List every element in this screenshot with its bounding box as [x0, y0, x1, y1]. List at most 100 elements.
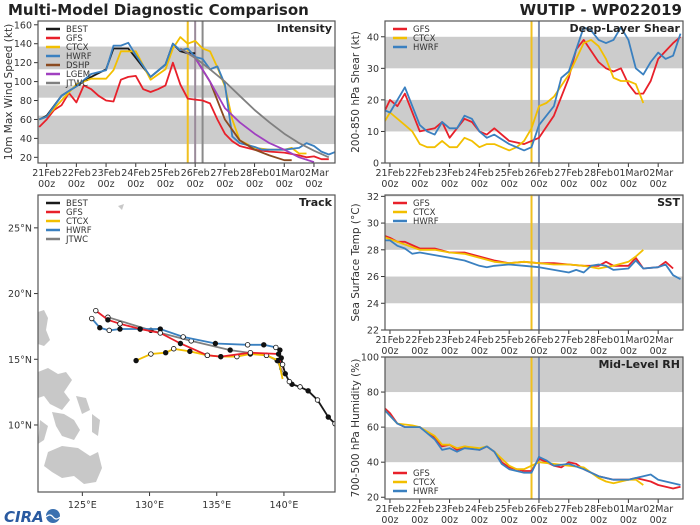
chart-deep-layer-shear: 01020304021Feb00z22Feb00z23Feb00z24Feb00…	[350, 20, 684, 190]
shaded-band	[385, 36, 683, 69]
x-tick-label: 21Feb	[32, 168, 61, 179]
x-tick-sublabel: 00z	[650, 179, 667, 190]
legend-label: BEST	[66, 199, 89, 209]
track-point-marker	[137, 326, 143, 332]
y-tick-label: 26	[367, 272, 379, 283]
x-tick-sublabel: 00z	[471, 346, 488, 357]
figure-title: Multi-Model Diagnostic Comparison	[8, 1, 309, 19]
chart-sst: 22242628303221Feb00z22Feb00z23Feb00z24Fe…	[350, 192, 684, 357]
track-point-marker	[227, 347, 233, 353]
series-line-ctcx	[385, 409, 644, 486]
x-tick-sublabel: 00z	[276, 179, 293, 190]
shaded-band	[385, 357, 683, 393]
x-tick-label: 22Feb	[405, 335, 434, 346]
x-tick-sublabel: 00z	[381, 179, 398, 190]
plot-area	[385, 357, 683, 499]
series-line-gfs	[385, 36, 682, 146]
land-mass	[92, 414, 100, 436]
x-tick-sublabel: 00z	[650, 346, 667, 357]
x-tick-label: 24Feb	[465, 504, 494, 515]
plot-area	[38, 21, 335, 163]
track-point-marker	[157, 330, 163, 336]
shaded-band	[38, 115, 335, 145]
land-mass	[38, 420, 48, 444]
legend-label: CTCX	[66, 43, 89, 53]
lon-tick-label: 135°E	[202, 500, 231, 511]
x-tick-sublabel: 00z	[381, 515, 398, 525]
track-point-marker	[105, 317, 111, 323]
track-point-marker	[279, 361, 286, 368]
y-tick-label: 28	[367, 245, 379, 256]
x-tick-sublabel: 00z	[590, 346, 607, 357]
x-tick-sublabel: 00z	[98, 179, 115, 190]
x-tick-label: 26Feb	[525, 335, 554, 346]
x-tick-label: 23Feb	[435, 168, 464, 179]
x-tick-sublabel: 00z	[560, 179, 577, 190]
track-point-marker	[273, 344, 279, 351]
x-tick-label: 24Feb	[121, 168, 150, 179]
panel-title: Mid-Level RH	[598, 358, 680, 371]
x-tick-label: 28Feb	[240, 168, 269, 179]
x-tick-label: 22Feb	[62, 168, 91, 179]
track-point-marker	[89, 315, 95, 322]
lon-tick-label: 130°E	[135, 500, 164, 511]
x-tick-label: 25Feb	[495, 504, 524, 515]
axes-frame	[384, 356, 684, 500]
track-point-marker	[117, 326, 123, 332]
x-tick-sublabel: 00z	[501, 515, 518, 525]
y-tick-label: 22	[367, 326, 379, 337]
y-tick-label: 30	[367, 64, 379, 75]
plot-area	[385, 195, 683, 330]
x-tick-sublabel: 00z	[187, 179, 204, 190]
x-tick-sublabel: 00z	[411, 515, 428, 525]
lat-tick-label: 25°N	[8, 223, 32, 234]
x-tick-sublabel: 00z	[157, 179, 174, 190]
track-point-marker	[325, 414, 331, 420]
land-mass	[44, 446, 102, 484]
x-tick-label: 02Mar	[299, 168, 329, 179]
y-tick-label: 80	[20, 96, 32, 107]
x-tick-sublabel: 00z	[590, 179, 607, 190]
x-tick-label: 22Feb	[405, 504, 434, 515]
legend-label: JTWC	[65, 235, 88, 245]
x-tick-label: 23Feb	[92, 168, 121, 179]
chart-mid-level-rh: 2040608010021Feb00z22Feb00z23Feb00z24Feb…	[350, 353, 684, 525]
x-tick-sublabel: 00z	[305, 179, 322, 190]
x-tick-label: 02Mar	[643, 168, 673, 179]
y-tick-label: 24	[367, 299, 379, 310]
x-tick-sublabel: 00z	[530, 515, 547, 525]
plot-area	[38, 204, 335, 484]
x-tick-label: 28Feb	[584, 335, 613, 346]
chart-track: 125°E 130°E 135°E 140°E 10°N 15°N 20°N 25°N Trac…	[8, 194, 336, 511]
y-tick-label: 20	[20, 153, 32, 164]
x-tick-sublabel: 00z	[127, 179, 144, 190]
y-tick-label: 140	[14, 39, 32, 50]
legend-label: GFS	[66, 34, 83, 44]
land-mass	[38, 310, 50, 346]
panel-title: Track	[299, 196, 333, 209]
track-point-marker	[187, 348, 193, 355]
y-tick-label: 30	[367, 219, 379, 230]
track-point-marker	[177, 340, 184, 347]
x-tick-label: 27Feb	[554, 168, 583, 179]
track-point-marker	[218, 353, 224, 360]
x-tick-label: 28Feb	[584, 504, 613, 515]
shaded-band	[38, 85, 335, 98]
x-tick-label: 01Mar	[613, 335, 643, 346]
x-tick-sublabel: 00z	[411, 179, 428, 190]
lon-tick-label: 125°E	[68, 500, 97, 511]
track-point-marker	[261, 342, 267, 348]
series-line-ctcx	[385, 39, 645, 152]
x-tick-label: 25Feb	[495, 335, 524, 346]
x-tick-label: 22Feb	[405, 168, 434, 179]
y-axis-label: Sea Surface Temp (°C)	[350, 203, 362, 321]
axes-frame	[37, 194, 336, 493]
x-tick-label: 01Mar	[269, 168, 299, 179]
x-tick-label: 27Feb	[210, 168, 239, 179]
series-line-hwrf	[385, 409, 681, 486]
x-tick-label: 26Feb	[181, 168, 210, 179]
x-tick-label: 27Feb	[554, 504, 583, 515]
